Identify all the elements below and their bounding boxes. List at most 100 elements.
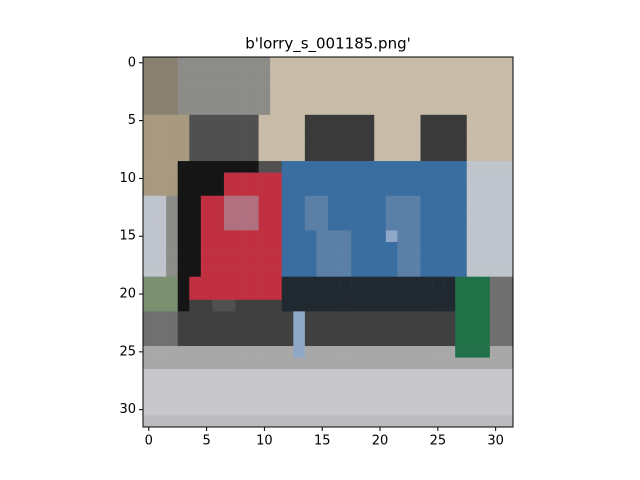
pixel xyxy=(200,392,213,405)
pixel xyxy=(351,57,363,69)
pixel xyxy=(432,149,444,162)
pixel xyxy=(408,380,421,393)
pixel xyxy=(316,253,329,266)
pixel xyxy=(235,172,248,185)
pixel xyxy=(143,80,155,92)
pixel xyxy=(258,415,271,428)
pixel xyxy=(304,242,317,254)
pixel xyxy=(339,369,352,382)
pixel xyxy=(466,369,479,382)
pixel xyxy=(235,369,248,382)
pixel xyxy=(466,276,479,289)
pixel xyxy=(455,91,468,104)
pixel xyxy=(339,392,352,405)
pixel xyxy=(455,242,468,254)
pixel xyxy=(443,68,456,81)
pixel xyxy=(212,403,225,416)
pixel xyxy=(143,403,155,416)
pixel xyxy=(455,80,468,92)
pixel xyxy=(166,114,178,127)
pixel xyxy=(189,322,202,335)
pixel xyxy=(247,253,259,266)
pixel xyxy=(478,161,491,173)
pixel xyxy=(432,195,444,208)
pixel xyxy=(281,195,294,208)
pixel xyxy=(293,322,306,335)
pixel xyxy=(270,242,283,254)
pixel xyxy=(200,103,213,116)
pixel xyxy=(293,299,306,312)
pixel xyxy=(281,149,294,162)
pixel xyxy=(489,334,502,347)
pixel xyxy=(304,195,317,208)
pixel xyxy=(455,126,468,139)
pixel xyxy=(316,369,329,382)
pixel xyxy=(143,369,155,382)
pixel xyxy=(166,126,178,139)
pixel xyxy=(212,68,225,81)
pixel xyxy=(408,392,421,405)
pixel xyxy=(455,415,468,428)
pixel xyxy=(466,288,479,301)
pixel xyxy=(223,380,236,393)
pixel xyxy=(408,299,421,312)
pixel xyxy=(270,392,283,405)
pixel xyxy=(374,299,387,312)
pixel xyxy=(212,80,225,92)
pixel xyxy=(443,265,456,277)
pixel xyxy=(293,276,306,289)
pixel xyxy=(397,103,410,116)
pixel xyxy=(420,380,433,393)
pixel xyxy=(443,172,456,185)
pixel xyxy=(501,161,514,173)
pixel xyxy=(235,242,248,254)
pixel xyxy=(501,80,514,92)
pixel xyxy=(316,380,329,393)
pixel xyxy=(189,57,202,69)
pixel xyxy=(362,415,375,428)
pixel xyxy=(270,253,283,266)
pixel xyxy=(304,149,317,162)
pixel xyxy=(385,357,398,370)
pixel xyxy=(316,265,329,277)
pixel xyxy=(247,103,259,116)
pixel xyxy=(304,161,317,173)
pixel xyxy=(247,230,259,243)
pixel xyxy=(270,346,283,358)
pixel xyxy=(166,334,178,347)
pixel xyxy=(408,137,421,150)
pixel xyxy=(304,288,317,301)
pixel xyxy=(374,80,387,92)
pixel xyxy=(455,195,468,208)
pixel xyxy=(489,80,502,92)
pixel xyxy=(339,380,352,393)
pixel xyxy=(212,207,225,220)
pixel xyxy=(177,137,190,150)
pixel xyxy=(362,299,375,312)
pixel xyxy=(397,57,410,69)
pixel xyxy=(212,288,225,301)
pixel xyxy=(235,288,248,301)
pixel xyxy=(304,91,317,104)
pixel xyxy=(455,57,468,69)
pixel xyxy=(443,288,456,301)
pixel xyxy=(397,322,410,335)
pixel xyxy=(455,403,468,416)
pixel xyxy=(432,299,444,312)
pixel xyxy=(212,114,225,127)
pixel xyxy=(478,253,491,266)
pixel xyxy=(501,415,514,428)
pixel xyxy=(143,311,155,324)
pixel xyxy=(316,184,329,197)
pixel xyxy=(281,114,294,127)
pixel xyxy=(374,403,387,416)
pixel xyxy=(374,161,387,173)
pixel xyxy=(258,334,271,347)
pixel xyxy=(212,392,225,405)
pixel xyxy=(443,311,456,324)
pixel xyxy=(316,103,329,116)
pixel xyxy=(374,276,387,289)
pixel xyxy=(258,57,271,69)
pixel xyxy=(432,322,444,335)
pixel xyxy=(339,322,352,335)
